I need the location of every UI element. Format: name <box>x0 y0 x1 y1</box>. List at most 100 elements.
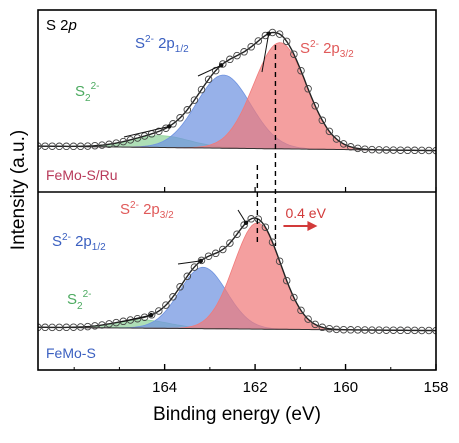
data-point <box>155 127 163 136</box>
data-point <box>76 142 85 151</box>
data-point <box>48 323 56 332</box>
data-point <box>418 146 426 155</box>
data-point <box>375 146 383 154</box>
data-point <box>169 293 177 301</box>
x-axis-label: Binding energy (eV) <box>153 404 321 425</box>
data-point <box>346 326 355 334</box>
data-point <box>382 326 391 334</box>
data-point <box>41 142 49 150</box>
data-point <box>226 55 234 64</box>
data-point <box>304 85 312 93</box>
data-point <box>268 238 277 246</box>
data-point <box>275 30 284 38</box>
leader-line <box>261 33 270 73</box>
leader-dot <box>198 258 203 264</box>
data-point <box>183 272 192 281</box>
data-point <box>91 322 99 330</box>
data-point <box>169 120 177 128</box>
data-point <box>389 326 398 334</box>
data-point <box>275 257 284 265</box>
leader-line <box>123 125 170 138</box>
data-point <box>197 256 206 265</box>
data-point <box>83 142 92 150</box>
x-tick-label: 162 <box>243 379 268 396</box>
leader-dot <box>148 312 154 318</box>
data-point <box>282 37 291 46</box>
data-point <box>176 283 184 291</box>
component-label: S2- 2p3/2 <box>120 200 174 221</box>
data-point <box>418 326 426 335</box>
data-point <box>62 142 71 151</box>
data-point <box>155 307 163 315</box>
data-point <box>147 311 156 319</box>
data-point <box>396 326 405 335</box>
data-point <box>311 320 319 329</box>
data-point <box>226 239 234 247</box>
x-tick-label: 164 <box>152 379 177 396</box>
data-point <box>354 326 362 334</box>
component-label: S2- 2p1/2 <box>52 232 106 253</box>
data-point <box>368 326 376 334</box>
data-point <box>183 106 192 114</box>
data-point <box>425 146 433 155</box>
component-label: S2- 2p3/2 <box>300 39 354 60</box>
data-point <box>119 317 128 326</box>
data-point <box>297 306 305 315</box>
data-point <box>297 66 305 75</box>
data-point <box>339 325 348 334</box>
leader-dot <box>243 220 249 225</box>
data-point <box>403 146 412 155</box>
leader-dot <box>266 31 271 36</box>
leader-line <box>177 260 201 265</box>
data-point <box>55 142 64 151</box>
data-point <box>382 146 391 154</box>
data-point <box>126 136 135 144</box>
data-point <box>346 143 355 151</box>
data-point <box>119 137 128 146</box>
data-point <box>368 145 376 154</box>
data-point <box>332 325 341 334</box>
data-point <box>233 230 241 238</box>
data-point <box>176 114 184 122</box>
data-point <box>389 146 398 154</box>
data-point <box>76 323 85 331</box>
data-point <box>140 132 149 140</box>
data-point <box>69 142 78 151</box>
data-point <box>112 318 120 327</box>
data-point <box>325 324 334 333</box>
leader-dot <box>167 124 172 129</box>
data-point <box>211 249 220 258</box>
data-point <box>261 223 270 231</box>
data-point <box>105 320 113 328</box>
sample-label: FeMo-S <box>46 345 96 361</box>
data-point <box>204 252 213 260</box>
data-point <box>332 135 341 143</box>
data-point <box>190 263 199 271</box>
shift-arrowhead <box>307 221 318 231</box>
data-point <box>83 322 92 331</box>
data-point <box>190 96 199 104</box>
panel-1 <box>38 28 436 155</box>
data-point <box>105 140 113 149</box>
data-point <box>361 145 369 153</box>
shift-label: 0.4 eV <box>285 205 326 221</box>
data-point <box>318 323 327 332</box>
data-point <box>432 146 436 155</box>
data-point <box>311 102 319 110</box>
data-point <box>425 326 433 335</box>
fit-envelope <box>38 217 436 332</box>
data-point <box>162 301 170 309</box>
data-point <box>233 51 241 60</box>
data-point <box>339 140 348 148</box>
data-point <box>247 43 255 51</box>
component-label: S22- <box>75 81 99 104</box>
x-tick-label: 158 <box>423 379 448 396</box>
data-point <box>69 323 78 331</box>
data-point <box>91 141 99 150</box>
leader-line <box>237 209 247 224</box>
sample-label: FeMo-S/Ru <box>46 167 118 183</box>
data-point <box>197 85 206 94</box>
data-point <box>133 134 142 142</box>
y-axis-label: Intensity (a.u.) <box>8 130 29 250</box>
